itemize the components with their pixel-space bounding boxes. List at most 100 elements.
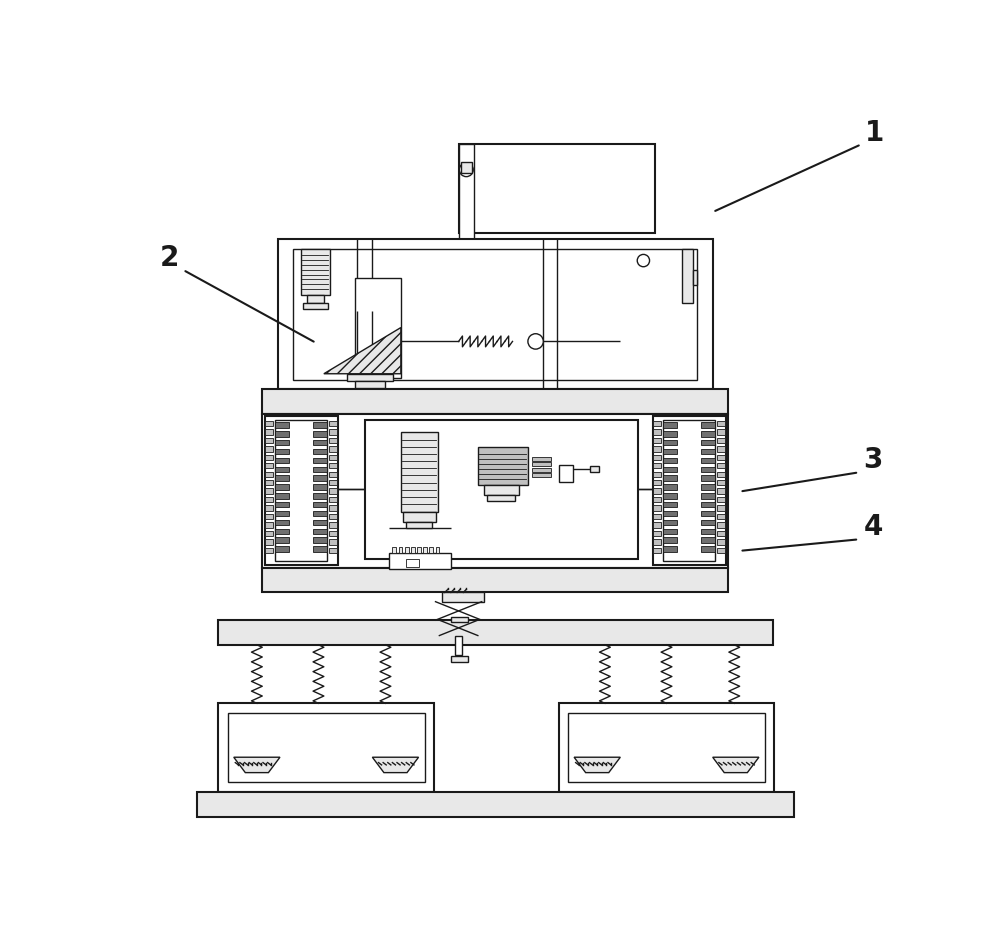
Bar xyxy=(459,145,655,233)
Bar xyxy=(701,466,715,472)
Bar xyxy=(663,440,677,445)
Bar xyxy=(218,620,773,645)
Bar xyxy=(329,548,337,553)
Bar xyxy=(275,537,289,543)
Bar xyxy=(653,471,661,477)
Bar xyxy=(568,713,765,782)
Bar xyxy=(265,531,273,536)
Bar xyxy=(275,511,289,516)
Bar xyxy=(663,546,677,551)
Bar xyxy=(653,463,661,468)
Bar xyxy=(653,429,661,435)
Polygon shape xyxy=(713,758,759,773)
Bar xyxy=(313,484,327,490)
Bar xyxy=(701,423,715,427)
Bar xyxy=(329,514,337,520)
Bar xyxy=(701,458,715,463)
Bar xyxy=(329,471,337,477)
Bar xyxy=(653,416,726,564)
Bar xyxy=(329,531,337,536)
Bar xyxy=(329,429,337,435)
Bar xyxy=(329,454,337,460)
Bar xyxy=(275,458,289,463)
Bar xyxy=(663,494,677,498)
Bar xyxy=(559,465,573,481)
Circle shape xyxy=(528,334,543,349)
Bar xyxy=(329,438,337,443)
Bar xyxy=(313,502,327,508)
Bar xyxy=(717,454,725,460)
Bar xyxy=(313,511,327,516)
Bar xyxy=(275,449,289,454)
Bar xyxy=(451,656,468,661)
Bar xyxy=(355,382,385,387)
Bar xyxy=(262,414,728,568)
Bar xyxy=(717,514,725,520)
Bar xyxy=(653,438,661,443)
Bar xyxy=(532,467,551,471)
Bar xyxy=(275,466,289,472)
Bar xyxy=(461,162,472,173)
Bar xyxy=(406,559,419,567)
Bar xyxy=(275,476,289,480)
Text: 2: 2 xyxy=(160,244,179,272)
Bar xyxy=(717,471,725,477)
Bar xyxy=(265,463,273,468)
Bar xyxy=(301,249,330,295)
Bar xyxy=(532,463,551,466)
Bar xyxy=(275,420,327,561)
Bar xyxy=(403,512,436,522)
Bar xyxy=(329,480,337,485)
Bar xyxy=(265,539,273,545)
Bar xyxy=(436,547,439,553)
Bar xyxy=(663,466,677,472)
Bar xyxy=(717,497,725,502)
Bar xyxy=(701,449,715,454)
Bar xyxy=(265,471,273,477)
Bar xyxy=(313,440,327,445)
Bar xyxy=(717,429,725,435)
Bar xyxy=(262,568,728,592)
Bar xyxy=(389,553,451,568)
Bar xyxy=(329,497,337,502)
Polygon shape xyxy=(372,758,419,773)
Bar xyxy=(313,528,327,534)
Bar xyxy=(313,431,327,437)
Bar xyxy=(653,446,661,452)
Bar xyxy=(275,546,289,551)
Bar xyxy=(487,494,515,501)
Bar xyxy=(313,476,327,480)
Bar xyxy=(329,446,337,452)
Bar xyxy=(265,446,273,452)
Bar xyxy=(663,449,677,454)
Bar xyxy=(701,476,715,480)
Bar xyxy=(701,431,715,437)
Bar xyxy=(265,506,273,511)
Bar xyxy=(693,270,697,285)
Bar xyxy=(307,295,324,303)
Bar xyxy=(653,522,661,528)
Bar xyxy=(265,454,273,460)
Bar xyxy=(717,522,725,528)
Bar xyxy=(278,239,713,389)
Bar xyxy=(265,421,273,426)
Bar xyxy=(265,438,273,443)
Bar xyxy=(559,703,774,792)
Bar xyxy=(701,528,715,534)
Bar xyxy=(392,547,396,553)
Bar xyxy=(532,473,551,477)
Bar xyxy=(484,485,519,494)
Bar xyxy=(313,494,327,498)
Bar xyxy=(653,421,661,426)
Bar xyxy=(365,420,638,559)
Bar xyxy=(663,528,677,534)
Bar xyxy=(293,249,697,380)
Bar xyxy=(653,506,661,511)
Bar xyxy=(653,514,661,520)
Bar xyxy=(701,546,715,551)
Bar xyxy=(265,514,273,520)
Bar xyxy=(442,592,484,602)
Bar xyxy=(329,421,337,426)
Bar xyxy=(663,502,677,508)
Bar xyxy=(411,547,415,553)
